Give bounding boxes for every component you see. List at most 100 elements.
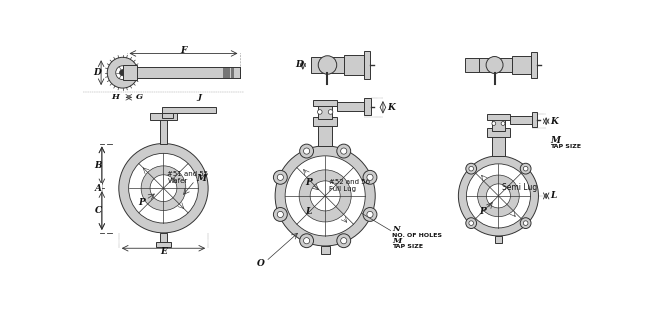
- Circle shape: [299, 144, 314, 158]
- FancyBboxPatch shape: [478, 58, 511, 72]
- Circle shape: [277, 211, 283, 217]
- Circle shape: [469, 166, 474, 171]
- Text: Semi Lug: Semi Lug: [502, 183, 538, 192]
- FancyBboxPatch shape: [310, 57, 345, 73]
- FancyBboxPatch shape: [511, 56, 531, 74]
- FancyBboxPatch shape: [162, 113, 173, 118]
- Circle shape: [273, 208, 287, 221]
- Text: M: M: [550, 136, 560, 145]
- FancyBboxPatch shape: [487, 114, 510, 120]
- FancyBboxPatch shape: [345, 55, 364, 75]
- Text: K: K: [387, 103, 395, 112]
- Circle shape: [150, 175, 177, 202]
- FancyBboxPatch shape: [150, 113, 178, 120]
- FancyBboxPatch shape: [531, 112, 537, 127]
- FancyBboxPatch shape: [492, 117, 505, 131]
- Circle shape: [299, 170, 351, 222]
- Circle shape: [524, 166, 528, 171]
- Circle shape: [501, 122, 505, 126]
- Circle shape: [469, 221, 474, 225]
- Circle shape: [273, 171, 287, 184]
- Circle shape: [466, 163, 476, 174]
- Circle shape: [108, 57, 138, 88]
- Text: M: M: [392, 237, 401, 245]
- Text: TAP SIZE: TAP SIZE: [550, 144, 581, 149]
- Text: P: P: [139, 197, 145, 207]
- Text: C: C: [95, 206, 102, 215]
- Text: M: M: [196, 174, 206, 184]
- Circle shape: [318, 56, 337, 74]
- Text: P: P: [480, 207, 487, 216]
- Circle shape: [116, 66, 130, 80]
- FancyBboxPatch shape: [531, 52, 537, 78]
- FancyBboxPatch shape: [494, 236, 502, 243]
- Text: E: E: [160, 247, 167, 256]
- Text: #51 and 55
Wafer: #51 and 55 Wafer: [167, 171, 209, 184]
- Circle shape: [367, 174, 373, 180]
- FancyBboxPatch shape: [321, 246, 330, 254]
- FancyBboxPatch shape: [162, 107, 216, 113]
- Circle shape: [478, 175, 519, 217]
- FancyBboxPatch shape: [159, 233, 167, 242]
- FancyBboxPatch shape: [313, 100, 338, 106]
- FancyBboxPatch shape: [156, 242, 171, 247]
- Circle shape: [466, 218, 476, 229]
- Circle shape: [467, 164, 531, 228]
- Circle shape: [492, 122, 496, 126]
- Circle shape: [524, 221, 528, 225]
- Circle shape: [303, 148, 310, 154]
- Circle shape: [337, 144, 351, 158]
- Text: P: P: [305, 178, 312, 186]
- Circle shape: [337, 234, 351, 248]
- FancyBboxPatch shape: [338, 102, 364, 111]
- Circle shape: [329, 110, 333, 114]
- Text: J: J: [198, 93, 202, 101]
- Text: TAP SIZE: TAP SIZE: [392, 244, 423, 249]
- Circle shape: [486, 56, 503, 74]
- Text: #52 and 56
Full Lug: #52 and 56 Full Lug: [329, 179, 370, 192]
- Circle shape: [310, 181, 340, 211]
- FancyBboxPatch shape: [492, 134, 505, 156]
- FancyBboxPatch shape: [510, 116, 531, 124]
- Circle shape: [318, 110, 322, 114]
- Circle shape: [363, 208, 377, 221]
- Circle shape: [458, 156, 538, 236]
- Text: D: D: [93, 68, 101, 77]
- Text: K: K: [550, 117, 558, 126]
- Circle shape: [341, 238, 347, 244]
- FancyBboxPatch shape: [487, 128, 510, 137]
- Circle shape: [141, 166, 186, 210]
- FancyBboxPatch shape: [318, 123, 332, 146]
- Circle shape: [520, 163, 531, 174]
- Circle shape: [285, 156, 365, 236]
- FancyBboxPatch shape: [465, 58, 479, 72]
- Circle shape: [303, 238, 310, 244]
- FancyBboxPatch shape: [313, 117, 338, 126]
- Circle shape: [487, 184, 511, 208]
- FancyBboxPatch shape: [318, 103, 332, 119]
- Text: NO. OF HOLES: NO. OF HOLES: [392, 233, 442, 238]
- Circle shape: [341, 148, 347, 154]
- Circle shape: [367, 211, 373, 217]
- FancyBboxPatch shape: [122, 65, 137, 81]
- FancyBboxPatch shape: [122, 67, 240, 78]
- Text: F: F: [180, 46, 187, 55]
- Text: L: L: [305, 207, 312, 216]
- Text: O: O: [257, 259, 265, 268]
- Text: H: H: [111, 93, 119, 101]
- Text: L: L: [550, 191, 557, 200]
- Circle shape: [119, 144, 208, 233]
- Text: N: N: [392, 225, 400, 233]
- FancyBboxPatch shape: [364, 98, 371, 115]
- Text: B: B: [94, 161, 102, 170]
- Circle shape: [277, 174, 283, 180]
- Circle shape: [129, 153, 198, 223]
- Circle shape: [275, 146, 375, 246]
- Circle shape: [363, 171, 377, 184]
- Text: D: D: [295, 61, 303, 69]
- FancyBboxPatch shape: [159, 117, 167, 144]
- Circle shape: [520, 218, 531, 229]
- Text: A: A: [95, 184, 102, 193]
- FancyBboxPatch shape: [364, 51, 370, 79]
- Text: G: G: [136, 93, 143, 101]
